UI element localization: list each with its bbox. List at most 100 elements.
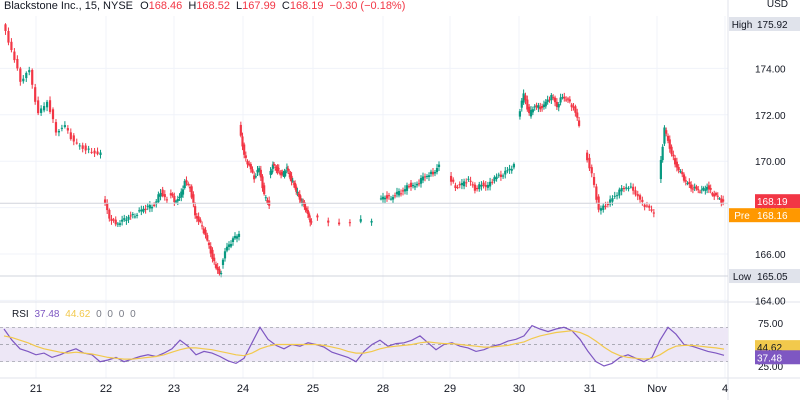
candle-body	[133, 216, 137, 218]
candle-body	[271, 164, 275, 169]
candle-body	[282, 173, 285, 175]
candle-body	[146, 205, 149, 207]
candle-body	[618, 189, 621, 196]
candle-body	[286, 168, 290, 171]
candle-body	[231, 238, 235, 242]
candle-body	[259, 169, 262, 178]
candle-body	[272, 164, 276, 166]
candle-body	[256, 169, 259, 173]
high-tag-label: High	[732, 20, 753, 31]
candle-body	[244, 155, 247, 158]
candle-body	[462, 181, 466, 187]
candle-body	[337, 222, 341, 225]
candle-body	[697, 189, 700, 191]
candle-body	[348, 222, 352, 224]
candle-body	[123, 218, 126, 220]
candle-body	[533, 106, 536, 108]
time-tick-label: 23	[168, 383, 180, 395]
time-tick-label: 4	[722, 383, 728, 395]
candle-body	[214, 264, 218, 268]
candle-body	[709, 188, 712, 190]
candle-body	[522, 93, 525, 103]
candle-body	[399, 193, 403, 195]
low-tag: Low 165.05	[729, 269, 800, 284]
candle-body	[518, 111, 522, 117]
premarket-tag-label-box	[729, 208, 755, 223]
candle-body	[552, 97, 555, 99]
candle-body	[381, 196, 385, 200]
candle-body	[395, 191, 399, 195]
candle-body	[199, 219, 202, 223]
candle-body	[491, 181, 494, 183]
candle-body	[303, 202, 306, 208]
candle-body	[423, 176, 427, 178]
candle-body	[229, 243, 233, 247]
candle-body	[565, 99, 568, 101]
candle-body	[118, 223, 122, 225]
candle-body	[389, 198, 393, 200]
candle-body	[281, 171, 284, 175]
candle-body	[588, 157, 591, 169]
price-tick-label: 170.00	[755, 157, 786, 168]
candle-body	[526, 99, 529, 110]
candle-body	[602, 205, 605, 210]
candle-body	[370, 220, 373, 223]
candle-body	[674, 158, 677, 165]
candle-body	[135, 214, 139, 216]
rsi-tag-value: 37.48	[757, 353, 782, 364]
rsi-ma-line	[3, 330, 725, 360]
candle-body	[302, 201, 305, 203]
candle-body	[264, 197, 267, 199]
candle-body	[4, 24, 7, 31]
currency-label[interactable]: USD	[766, 0, 788, 10]
candle-body	[606, 203, 609, 205]
rsi-extra-0: 0	[96, 309, 102, 320]
candle-body	[129, 215, 132, 217]
candle-body	[629, 186, 632, 188]
low-tag-label-box	[729, 269, 755, 284]
candle-body	[274, 167, 277, 169]
candle-body	[722, 199, 725, 202]
candle-body	[493, 177, 496, 182]
open-label: O	[140, 0, 149, 12]
candle-body	[93, 150, 96, 154]
candle-body	[690, 184, 693, 189]
symbol-name[interactable]: Blackstone Inc., 15, NYSE	[4, 0, 134, 12]
candle-body	[648, 205, 651, 208]
candle-body	[401, 190, 405, 192]
candle-body	[138, 210, 141, 212]
candle-body	[499, 174, 503, 177]
candle-body	[84, 145, 87, 151]
candle-body	[473, 184, 477, 191]
candle-body	[638, 195, 642, 200]
candle-body	[296, 191, 299, 193]
candle-body	[202, 228, 205, 234]
candle-body	[632, 186, 635, 191]
candle-body	[393, 195, 397, 197]
candle-body	[663, 127, 666, 144]
candle-body	[207, 242, 211, 246]
candle-body	[16, 58, 19, 69]
rsi-name[interactable]: RSI	[12, 309, 29, 320]
candle-body	[661, 146, 664, 161]
candle-body	[650, 209, 653, 211]
candle-body	[458, 184, 461, 186]
last-price-tag: 168.19	[755, 194, 800, 209]
candle-body	[586, 152, 589, 161]
rsi-extra-2: 0	[118, 309, 125, 320]
candle-body	[277, 168, 280, 170]
high-tag-label-box	[729, 17, 755, 31]
candle-body	[99, 152, 102, 156]
open-value: 168.46	[148, 0, 183, 12]
candle-body	[531, 109, 534, 113]
candle-body	[310, 221, 313, 223]
candle-body	[460, 182, 464, 186]
candle-body	[261, 176, 264, 189]
candle-body	[246, 161, 249, 165]
candle-body	[220, 273, 223, 275]
candle-body	[239, 124, 242, 136]
candle-body	[275, 169, 278, 171]
candle-body	[297, 194, 300, 196]
